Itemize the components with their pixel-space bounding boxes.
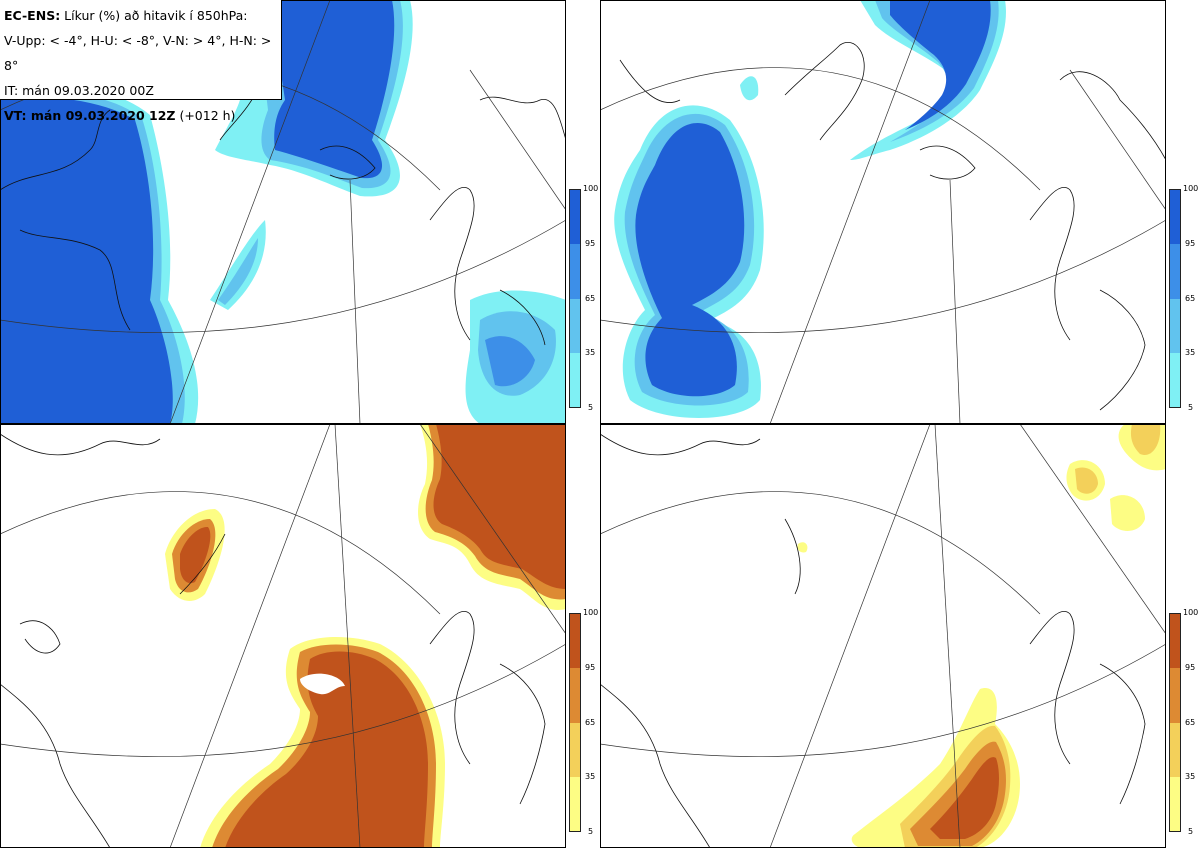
colorbar-tick: 35 [1185,772,1196,781]
map-panel-warm-anomaly-8 [600,424,1166,848]
coastlines [0,433,546,848]
colorbar-tick: 100 [583,608,599,617]
map-panel-warm-anomaly-4 [0,424,566,848]
colorbar-tick: 65 [585,294,596,303]
colorbar-tick: 95 [1185,663,1196,672]
colorbar-band [570,244,580,299]
graticule [0,424,566,848]
colorbar-band [570,190,580,245]
colorbar-cold-right [1169,189,1181,408]
coastlines [619,42,1166,411]
info-line-1: EC-ENS: Líkur (%) að hitavik í 850hPa: [4,3,277,28]
colorbar-tick: 100 [1183,184,1199,193]
map-panel-cold-anomaly-8 [600,0,1166,424]
colorbar-band [570,722,580,777]
probability-shading [797,424,1166,848]
colorbar-tick: 95 [585,239,596,248]
colorbar-band [570,352,580,407]
colorbar-tick: 65 [1185,294,1196,303]
probability-map [600,0,1166,424]
colorbar-band [1170,614,1180,669]
colorbar-band [1170,298,1180,353]
colorbar-warm-left [569,613,581,832]
graticule [600,424,1166,848]
colorbar-band [1170,722,1180,777]
graticule [600,0,1166,424]
colorbar-band [570,298,580,353]
coastlines [0,42,566,346]
colorbar-tick: 35 [585,348,596,357]
coastlines [600,433,1146,848]
colorbar-tick: 65 [1185,718,1196,727]
colorbar-tick: 5 [1188,827,1194,836]
colorbar-band [1170,190,1180,245]
colorbar-tick: 5 [1188,403,1194,412]
map-panel-cold-anomaly-4: EC-ENS: Líkur (%) að hitavik í 850hPa: V… [0,0,566,424]
colorbar-band [1170,776,1180,831]
colorbar-tick: 65 [585,718,596,727]
colorbar-band [570,776,580,831]
valid-time: VT: mán 09.03.2020 12Z [4,108,176,123]
colorbar-band [570,614,580,669]
colorbar-band [1170,244,1180,299]
probability-shading [165,424,566,848]
colorbar-band [570,668,580,723]
colorbar-tick: 100 [1183,608,1199,617]
probability-map [600,424,1166,848]
info-line-3: IT: mán 09.03.2020 00Z [4,83,154,98]
product-name: EC-ENS: [4,8,61,23]
colorbar-tick: 35 [1185,348,1196,357]
colorbar-tick: 5 [588,827,594,836]
colorbar-tick: 100 [583,184,599,193]
product-description: Líkur (%) að hitavik í 850hPa: [60,8,248,23]
forecast-info-box: EC-ENS: Líkur (%) að hitavik í 850hPa: V… [0,0,282,123]
colorbar-band [1170,668,1180,723]
colorbar-tick: 95 [1185,239,1196,248]
colorbar-tick: 95 [585,663,596,672]
colorbar-cold-left [569,189,581,408]
probability-shading [614,0,1006,418]
colorbar-warm-right [1169,613,1181,832]
lead-time: (+012 h) [175,108,236,123]
info-line-4: VT: mán 09.03.2020 12Z (+012 h) [4,103,277,128]
probability-map [0,424,566,848]
info-line-2: V-Upp: < -4°, H-U: < -8°, V-N: > 4°, H-N… [4,33,272,73]
colorbar-tick: 5 [588,403,594,412]
colorbar-tick: 35 [585,772,596,781]
colorbar-band [1170,352,1180,407]
